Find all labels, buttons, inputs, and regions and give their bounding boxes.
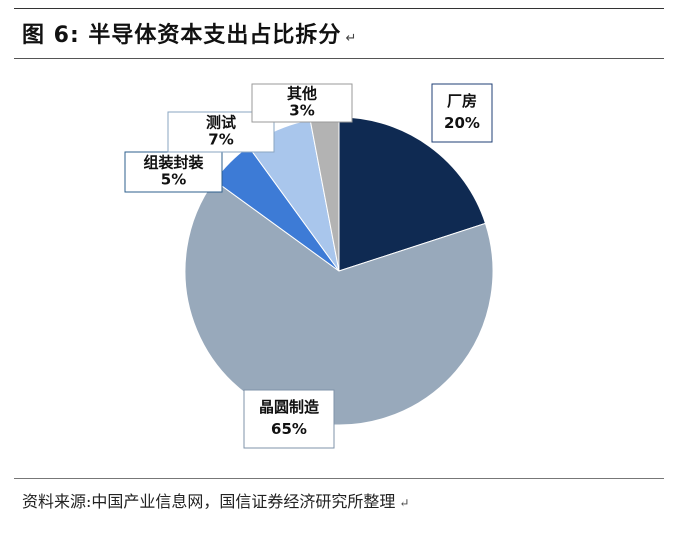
paragraph-mark-icon: ↵ — [345, 31, 358, 46]
label-other: 其他3% — [251, 83, 353, 123]
figure-title-text: 图 6: 半导体资本支出占比拆分 — [22, 23, 342, 48]
source-note: 资料来源:中国产业信息网，国信证券经济研究所整理 ↵ — [22, 488, 409, 512]
top-rule — [14, 8, 664, 9]
slice-name: 其他 — [287, 85, 317, 103]
source-text: 资料来源:中国产业信息网，国信证券经济研究所整理 — [22, 492, 396, 511]
label-box — [431, 83, 493, 143]
slice-percent: 5% — [161, 171, 186, 189]
label-factory: 厂房 20% — [431, 83, 493, 143]
slice-name: 组装封装 — [143, 154, 204, 172]
slice-name: 厂房 — [447, 92, 477, 110]
label-wafer-fab: 晶圆制造 65% — [243, 389, 335, 449]
slice-percent: 65% — [271, 420, 307, 438]
title-rule — [14, 58, 664, 59]
label-box — [251, 83, 353, 123]
pie-slices — [184, 116, 494, 426]
label-box — [124, 151, 223, 193]
slice-name: 晶圆制造 — [259, 398, 319, 416]
slice-percent: 7% — [208, 131, 233, 149]
slice-factory — [338, 116, 487, 272]
label-test: 测试7% — [167, 111, 275, 153]
slice-percent: 3% — [289, 102, 314, 120]
slice-percent: 20% — [444, 114, 480, 132]
figure-title: 图 6: 半导体资本支出占比拆分 ↵ — [22, 17, 357, 49]
slice-name: 测试 — [206, 114, 236, 132]
label-box — [243, 389, 335, 449]
source-rule — [14, 478, 664, 479]
paragraph-mark-icon: ↵ — [399, 496, 410, 510]
